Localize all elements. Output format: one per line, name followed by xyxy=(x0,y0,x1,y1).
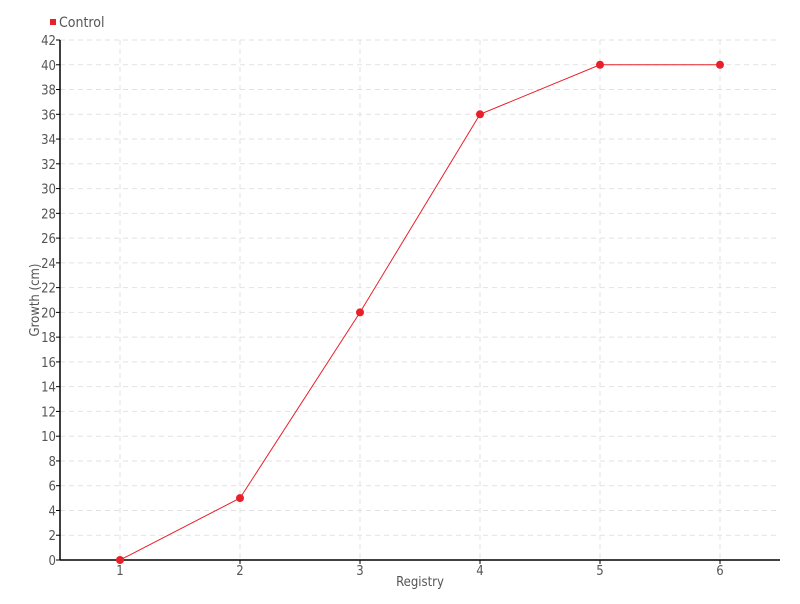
x-tick-label: 1 xyxy=(116,564,123,579)
y-axis-label: Growth (cm) xyxy=(28,264,43,337)
series-line xyxy=(119,64,720,561)
y-tick-label: 34 xyxy=(41,133,56,148)
legend: Control xyxy=(50,15,105,31)
y-tick-label: 0 xyxy=(49,554,56,569)
x-tick-label: 2 xyxy=(236,564,243,579)
y-tick-label: 26 xyxy=(41,232,56,247)
y-tick-label: 20 xyxy=(41,306,56,321)
data-point xyxy=(716,60,724,69)
x-tick-label: 3 xyxy=(356,564,363,579)
x-tick-label: 4 xyxy=(476,564,483,579)
y-tick-label: 4 xyxy=(49,504,56,519)
y-tick-label: 12 xyxy=(41,405,56,420)
x-tick-label: 6 xyxy=(716,564,723,579)
y-tick-label: 10 xyxy=(41,430,56,445)
y-tick-label: 36 xyxy=(41,108,56,123)
data-point xyxy=(596,60,604,69)
y-tick-label: 40 xyxy=(41,59,56,74)
data-point xyxy=(476,110,484,119)
y-tick-label: 18 xyxy=(41,331,56,346)
series xyxy=(116,60,724,564)
y-tick-label: 14 xyxy=(41,381,56,396)
data-point xyxy=(236,494,244,503)
y-tick-label: 16 xyxy=(41,356,56,371)
y-tick-label: 30 xyxy=(41,183,56,198)
axes xyxy=(56,39,780,564)
y-tick-label: 8 xyxy=(49,455,56,470)
y-tick-label: 2 xyxy=(49,529,56,544)
data-point xyxy=(116,556,124,564)
legend-swatch xyxy=(50,19,56,25)
y-tick-label: 28 xyxy=(41,207,56,222)
y-tick-label: 32 xyxy=(41,158,56,173)
y-tick-label: 24 xyxy=(41,257,56,272)
grid xyxy=(60,39,780,560)
y-tick-label: 22 xyxy=(41,282,56,297)
x-tick-label: 5 xyxy=(596,564,603,579)
y-tick-label: 38 xyxy=(41,84,56,99)
y-tick-label: 6 xyxy=(49,480,56,495)
legend-label: Control xyxy=(59,15,105,31)
x-axis-label: Registry xyxy=(396,575,444,590)
data-point xyxy=(356,308,364,317)
tick-labels: 0246810121416182022242628303234363840421… xyxy=(41,34,724,579)
y-tick-label: 42 xyxy=(41,34,56,49)
